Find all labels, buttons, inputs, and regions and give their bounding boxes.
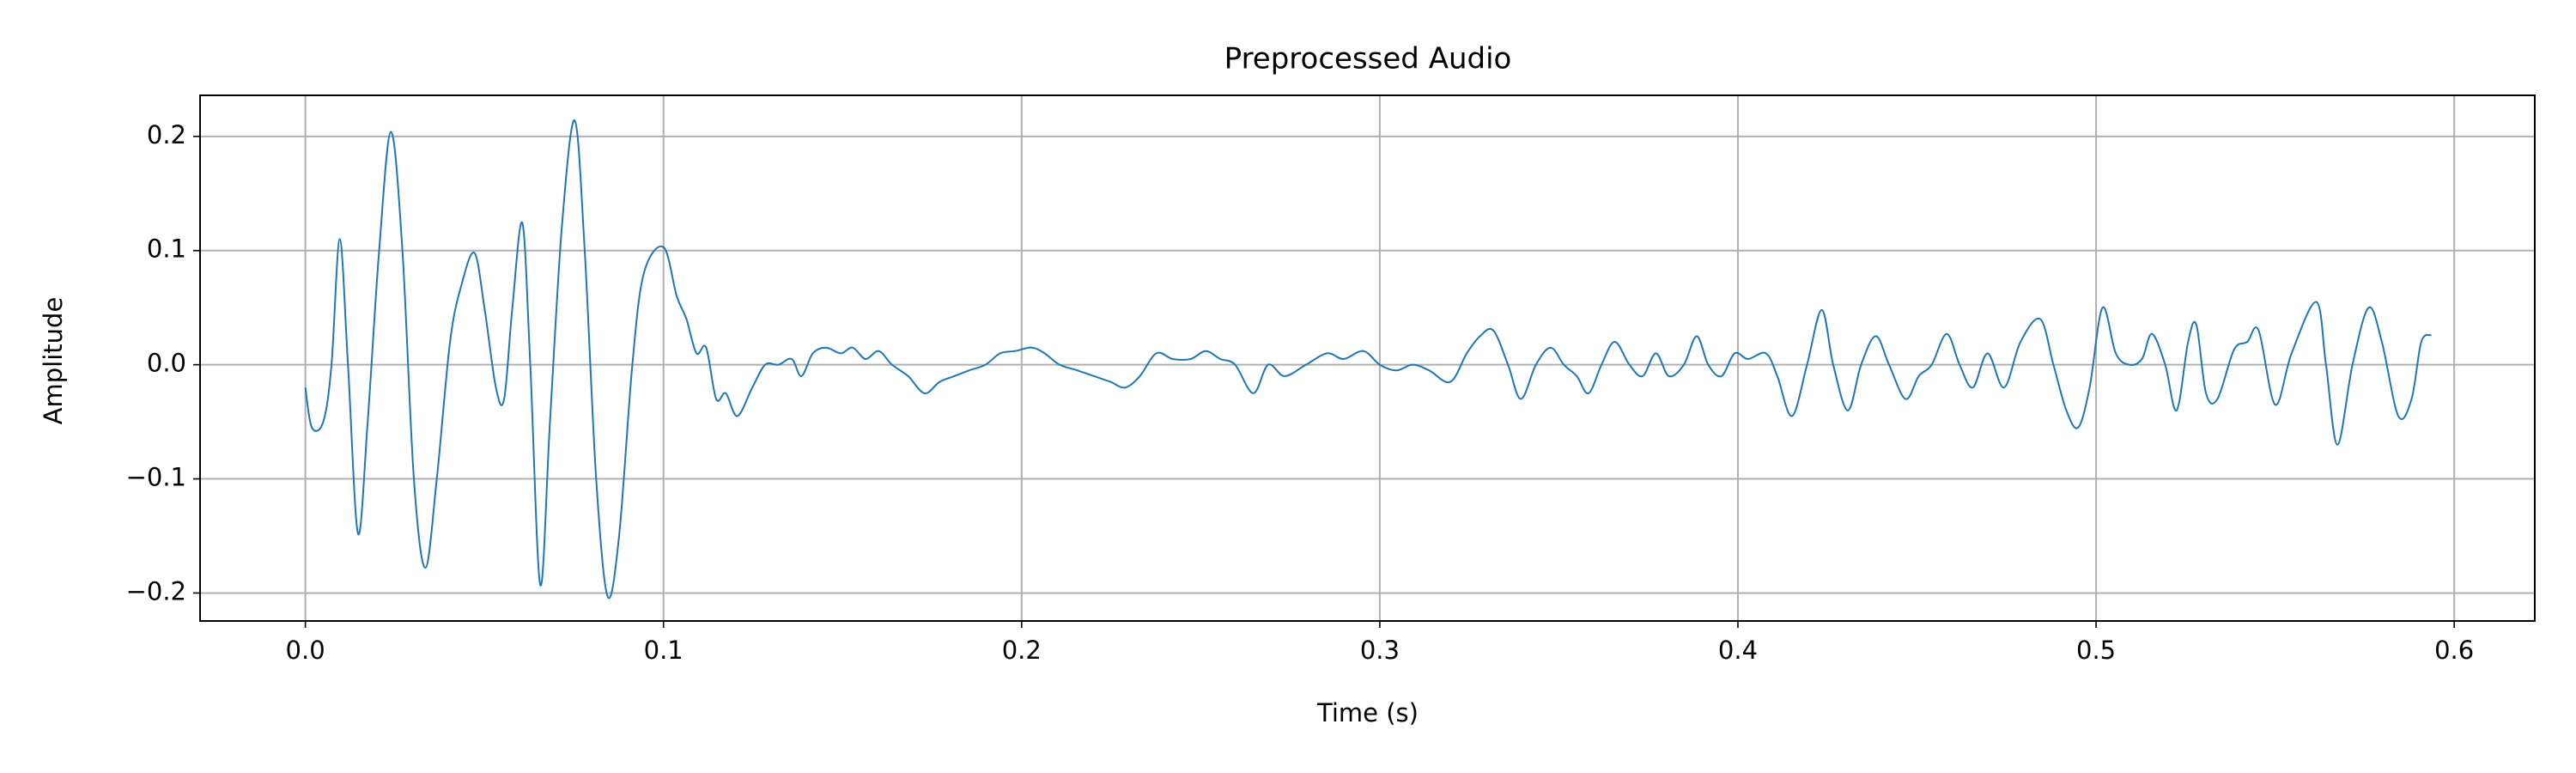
chart-title: Preprocessed Audio [1224, 42, 1512, 76]
y-axis-label: Amplitude [39, 297, 68, 425]
x-tick-label: 0.6 [2434, 636, 2474, 665]
x-axis-label: Time (s) [1316, 698, 1419, 727]
y-tick-label: −0.1 [126, 463, 186, 492]
y-tick-label: 0.1 [147, 234, 186, 264]
y-tick-label: 0.0 [147, 349, 186, 378]
x-tick-label: 0.2 [1002, 636, 1042, 665]
y-tick-label: 0.2 [147, 120, 186, 149]
y-tick-label: −0.2 [126, 576, 186, 606]
waveform-line [304, 119, 2433, 600]
x-tick-label: 0.4 [1718, 636, 1758, 665]
x-tick-label: 0.0 [286, 636, 325, 665]
x-tick-label: 0.1 [644, 636, 683, 665]
x-tick-label: 0.3 [1360, 636, 1400, 665]
plot-frame [199, 94, 2536, 622]
x-tick-label: 0.5 [2076, 636, 2116, 665]
